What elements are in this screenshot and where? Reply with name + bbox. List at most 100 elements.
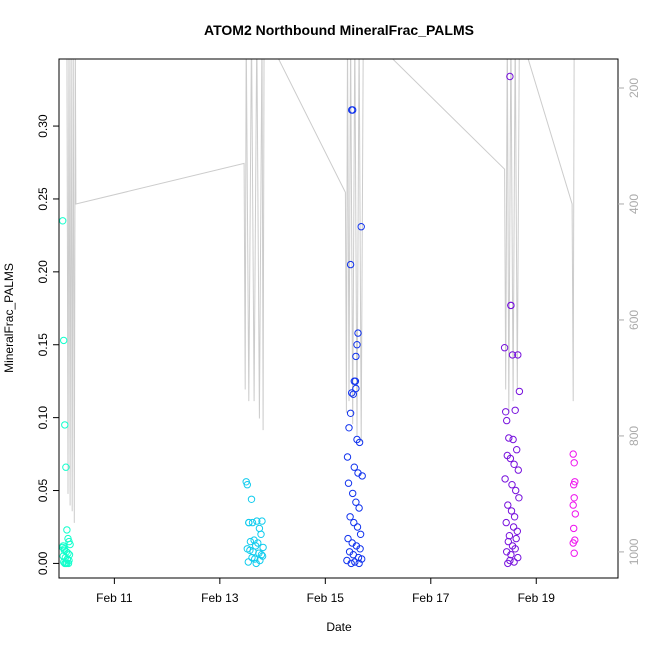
y-tick-label: 0.00	[36, 551, 50, 575]
data-point	[356, 530, 365, 538]
data-point	[354, 329, 362, 337]
data-point	[508, 351, 517, 359]
x-tick-label: Feb 15	[307, 591, 345, 605]
y-tick-label: 0.15	[36, 333, 50, 357]
data-point	[351, 377, 360, 385]
data-point	[509, 523, 518, 531]
data-point	[505, 532, 514, 540]
data-point	[247, 495, 256, 503]
data-point	[251, 555, 259, 563]
y-tick-label: 0.30	[36, 114, 50, 138]
data-point	[66, 540, 74, 549]
data-point	[512, 486, 520, 495]
data-point	[511, 545, 519, 553]
data-point	[512, 534, 520, 543]
data-point	[514, 351, 522, 359]
data-point	[355, 438, 364, 447]
data-point	[353, 523, 362, 531]
data-point	[570, 549, 578, 557]
data-point	[63, 559, 71, 568]
y-axis-left: 0.00 0.05 0.10 0.15 0.20 0.25 0.30	[36, 114, 59, 575]
plot-frame	[58, 58, 619, 579]
data-point	[514, 466, 522, 474]
data-point	[506, 72, 514, 81]
data-point	[510, 513, 519, 521]
data-point	[510, 460, 518, 468]
y-tick-label: 0.05	[36, 479, 50, 503]
data-point	[244, 558, 253, 566]
data-point	[513, 527, 521, 535]
data-point	[502, 408, 510, 416]
data-point	[345, 424, 353, 432]
data-point	[348, 106, 356, 114]
data-point	[344, 479, 353, 487]
data-point	[502, 518, 510, 527]
data-point	[255, 524, 264, 533]
data-point	[61, 421, 69, 429]
right-tick-label: 200	[627, 78, 641, 98]
data-point	[353, 341, 361, 349]
data-point	[59, 217, 67, 225]
data-point	[243, 481, 252, 489]
data-point	[356, 545, 364, 553]
data-point	[352, 384, 360, 393]
y-axis-right: 200 400 600 800 1000	[618, 78, 641, 565]
data-point	[343, 453, 352, 461]
data-point	[347, 559, 355, 568]
data-point	[507, 301, 515, 310]
data-point	[570, 524, 578, 533]
data-point	[515, 387, 524, 396]
data-point	[506, 454, 515, 463]
data-point	[500, 344, 509, 352]
data-point	[346, 409, 355, 417]
data-point	[253, 517, 261, 525]
right-tick-label: 600	[627, 310, 641, 330]
data-point	[258, 517, 266, 525]
data-point	[513, 446, 521, 454]
data-point	[259, 543, 267, 552]
data-point	[252, 542, 260, 550]
data-point	[62, 463, 70, 471]
data-point	[569, 501, 577, 509]
data-point	[350, 463, 358, 471]
data-point	[257, 530, 265, 538]
right-tick-label: 400	[627, 194, 641, 214]
data-point	[246, 537, 255, 546]
x-tick-label: Feb 11	[96, 591, 133, 605]
data-point	[346, 513, 354, 521]
data-point	[63, 526, 71, 534]
x-tick-label: Feb 17	[412, 591, 450, 605]
data-point	[61, 559, 69, 568]
data-point	[511, 406, 519, 414]
data-point	[505, 434, 513, 442]
data-point	[569, 450, 577, 458]
data-point	[346, 260, 355, 269]
data-point	[508, 481, 516, 489]
data-point	[569, 539, 577, 547]
data-point	[60, 545, 69, 553]
data-point	[344, 534, 352, 543]
right-tick-label: 800	[627, 426, 641, 446]
data-point	[570, 481, 578, 489]
data-point	[349, 489, 357, 498]
data-point	[348, 389, 356, 397]
pressure-trace-layer	[66, 59, 575, 523]
data-point	[252, 559, 260, 568]
data-point	[352, 498, 360, 506]
y-axis-label: MineralFrac_PALMS	[2, 263, 16, 373]
data-point	[350, 518, 358, 527]
data-point	[504, 501, 512, 509]
data-point	[570, 459, 578, 467]
y-tick-label: 0.20	[36, 260, 50, 284]
data-point	[504, 537, 512, 546]
data-point	[357, 223, 365, 231]
pressure-trace-line	[66, 59, 575, 523]
data-point	[570, 494, 578, 502]
data-point	[510, 558, 518, 566]
x-tick-label: Feb 13	[201, 591, 239, 605]
data-point	[60, 336, 68, 345]
data-points-layer	[59, 72, 579, 568]
data-point	[503, 416, 511, 425]
data-point	[351, 558, 359, 566]
